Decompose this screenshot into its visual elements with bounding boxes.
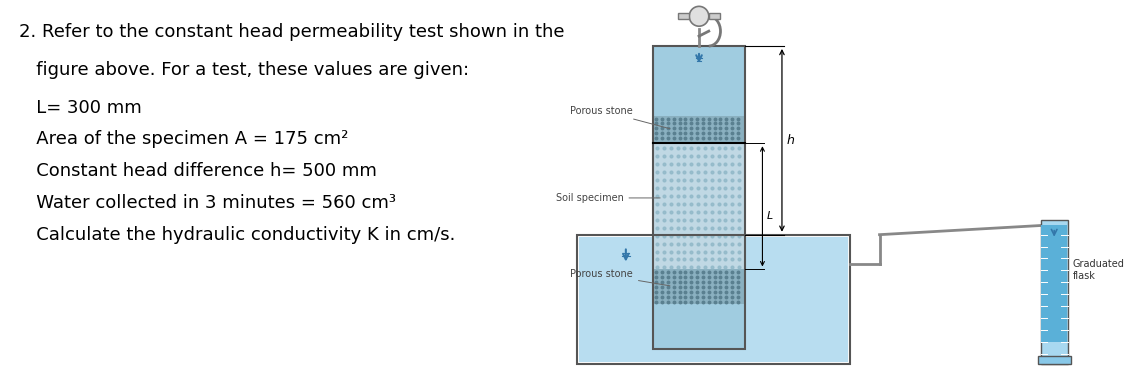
Bar xyxy=(1040,220,1067,364)
Text: Porous stone: Porous stone xyxy=(570,106,670,129)
Text: L= 300 mm: L= 300 mm xyxy=(19,99,142,117)
Text: 2. Refer to the constant head permeability test shown in the: 2. Refer to the constant head permeabili… xyxy=(19,23,564,41)
Bar xyxy=(653,304,744,349)
Bar xyxy=(653,269,744,304)
Text: h: h xyxy=(786,134,794,147)
Bar xyxy=(653,46,744,349)
Bar xyxy=(653,235,744,304)
Bar xyxy=(653,116,744,143)
Circle shape xyxy=(689,6,709,26)
Bar xyxy=(579,236,849,362)
Bar xyxy=(653,46,744,116)
Text: Water collected in 3 minutes = 560 cm³: Water collected in 3 minutes = 560 cm³ xyxy=(19,194,395,212)
Bar xyxy=(678,13,689,19)
Text: figure above. For a test, these values are given:: figure above. For a test, these values a… xyxy=(19,61,469,79)
Bar xyxy=(653,143,744,269)
Bar xyxy=(709,13,721,19)
Text: Porous stone: Porous stone xyxy=(570,269,670,286)
Text: Area of the specimen A = 175 cm²: Area of the specimen A = 175 cm² xyxy=(19,130,348,149)
Bar xyxy=(577,235,850,364)
Bar xyxy=(1038,356,1071,364)
Bar xyxy=(1041,225,1067,342)
Text: Graduated
flask: Graduated flask xyxy=(1073,260,1125,281)
Text: Soil specimen: Soil specimen xyxy=(555,193,661,203)
Text: Calculate the hydraulic conductivity K in cm/s.: Calculate the hydraulic conductivity K i… xyxy=(19,226,455,244)
Text: Constant head difference h= 500 mm: Constant head difference h= 500 mm xyxy=(19,162,377,180)
Text: L: L xyxy=(766,211,773,221)
